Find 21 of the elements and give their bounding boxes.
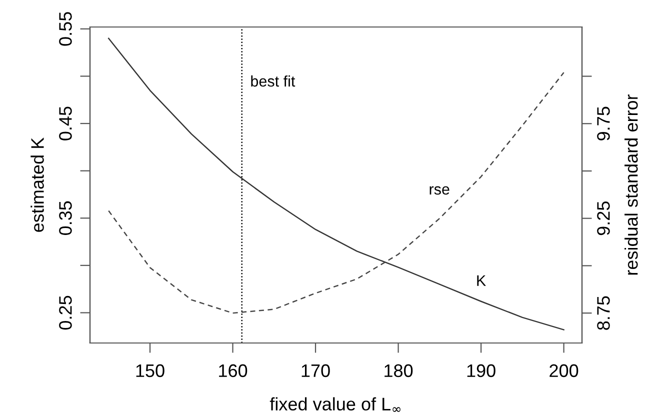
- y2-tick-label: 9.25: [597, 202, 610, 236]
- x-tick-label: 170: [302, 364, 330, 378]
- y-axis-title: estimated K: [30, 138, 44, 232]
- y-tick-label: 0.35: [59, 201, 72, 235]
- ref-line-label: best fit: [251, 75, 296, 87]
- x-tick-label: 150: [136, 364, 164, 378]
- x-axis-title: fixed value of L$_{∞}$: [270, 397, 400, 412]
- y-tick-label: 0.45: [59, 106, 72, 140]
- x-tick-label: 180: [384, 364, 413, 378]
- series-label: K: [477, 275, 486, 286]
- y2-axis-title: residual standard error: [624, 94, 638, 275]
- line-series: [108, 72, 564, 314]
- y2-tick-label: 8.75: [597, 296, 610, 330]
- y2-tick-label: 9.75: [597, 106, 610, 140]
- x-tick-label: 200: [550, 364, 578, 378]
- series-label: rse: [430, 186, 450, 195]
- y-tick-label: 0.55: [59, 12, 72, 46]
- x-tick-label: 160: [219, 364, 248, 378]
- x-tick-label: 190: [467, 364, 496, 378]
- y-tick-label: 0.25: [59, 296, 72, 330]
- line-series: [108, 38, 564, 330]
